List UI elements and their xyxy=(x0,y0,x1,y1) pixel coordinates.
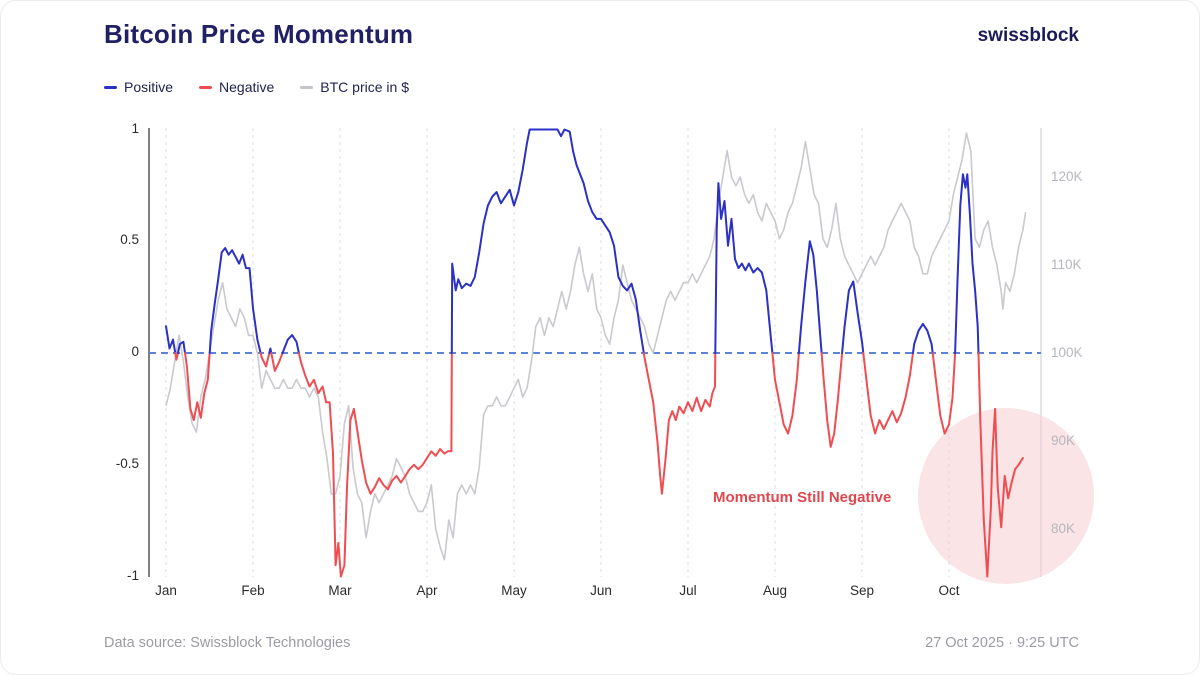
price-tick-label: 120K xyxy=(1051,169,1083,184)
momentum-line-positive xyxy=(176,340,186,354)
momentum-line-negative xyxy=(642,352,717,495)
legend: Positive Negative BTC price in $ xyxy=(104,79,409,95)
annotation-momentum-negative: Momentum Still Negative xyxy=(713,489,892,506)
legend-item-positive: Positive xyxy=(104,79,173,95)
price-tick-label: 80K xyxy=(1051,521,1076,536)
btc-price-line xyxy=(165,132,1027,561)
month-label: Jul xyxy=(679,583,697,598)
month-label: Mar xyxy=(328,583,352,598)
month-label: Jun xyxy=(590,583,612,598)
month-label: Apr xyxy=(416,583,438,598)
momentum-tick-label: 0.5 xyxy=(120,232,139,248)
legend-label-positive: Positive xyxy=(124,79,174,95)
legend-label-btc-price: BTC price in $ xyxy=(320,79,409,95)
month-label: May xyxy=(501,583,527,598)
momentum-line-negative xyxy=(270,352,284,372)
timestamp: 27 Oct 2025 · 9:25 UTC xyxy=(925,635,1079,651)
momentum-line-positive xyxy=(165,325,177,354)
momentum-line-negative xyxy=(977,352,1024,578)
price-line-swatch-icon xyxy=(300,85,314,89)
month-label: Oct xyxy=(938,583,960,598)
momentum-line-positive xyxy=(208,247,262,354)
momentum-line-positive xyxy=(281,334,300,354)
momentum-line-negative xyxy=(297,352,453,578)
page-title: Bitcoin Price Momentum xyxy=(104,19,414,49)
momentum-line-positive xyxy=(450,128,645,354)
month-label: Feb xyxy=(241,583,265,598)
momentum-tick-label: -0.5 xyxy=(115,455,139,471)
momentum-line-negative xyxy=(771,352,800,435)
highlight-circle xyxy=(918,408,1094,584)
legend-item-btc-price: BTC price in $ xyxy=(300,79,409,95)
data-source: Data source: Swissblock Technologies xyxy=(104,635,351,651)
momentum-line-negative xyxy=(820,352,844,448)
momentum-line-negative xyxy=(259,352,271,368)
brand-logo: swissblock xyxy=(977,25,1079,46)
positive-line-swatch-icon xyxy=(104,85,117,89)
momentum-line-positive xyxy=(954,173,980,354)
month-label: Jan xyxy=(155,583,177,598)
month-label: Aug xyxy=(762,583,788,598)
momentum-tick-label: 0 xyxy=(131,344,139,359)
momentum-tick-label: 1 xyxy=(131,120,139,136)
negative-line-swatch-icon xyxy=(199,85,213,89)
month-label: Sep xyxy=(849,583,875,598)
legend-label-negative: Negative xyxy=(219,79,275,95)
legend-item-negative: Negative xyxy=(199,79,274,95)
momentum-line-negative xyxy=(931,352,957,435)
momentum-line-positive xyxy=(912,322,934,354)
momentum-line-negative xyxy=(174,352,179,361)
price-tick-label: 90K xyxy=(1051,433,1076,448)
momentum-line-negative xyxy=(862,352,914,435)
momentum-line-negative xyxy=(184,352,211,422)
momentum-line-positive xyxy=(714,182,774,354)
price-tick-label: 100K xyxy=(1051,345,1083,360)
momentum-tick-label: -1 xyxy=(126,567,139,583)
momentum-line-positive xyxy=(268,347,273,354)
momentum-line-positive xyxy=(841,280,865,354)
price-tick-label: 110K xyxy=(1051,257,1082,272)
momentum-line-positive xyxy=(797,240,823,354)
